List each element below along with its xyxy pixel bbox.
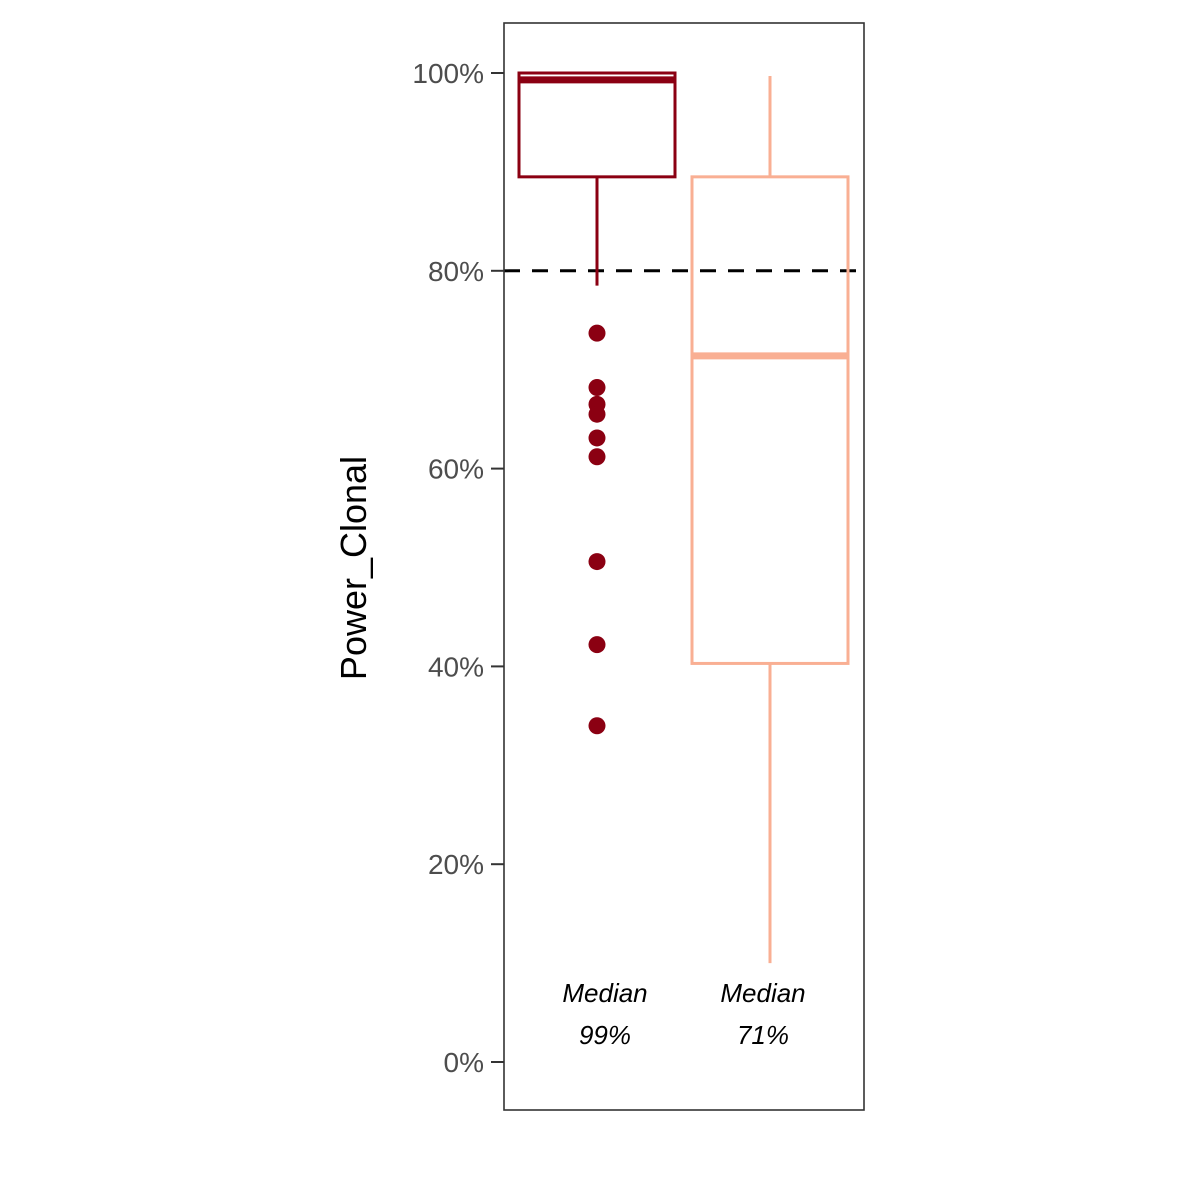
- outlier-point: [588, 379, 606, 397]
- outlier-point: [588, 448, 606, 466]
- median-annotation-value: 71%: [737, 1020, 789, 1050]
- y-tick-label: 80%: [428, 256, 484, 287]
- box-1: [517, 71, 677, 735]
- outlier-point: [588, 717, 606, 735]
- outlier-point: [588, 405, 606, 423]
- outlier-point: [588, 324, 606, 342]
- box-2: [690, 75, 850, 964]
- median-annotation-value: 99%: [579, 1020, 631, 1050]
- median-annotation-label: Median: [720, 978, 805, 1008]
- y-tick-label: 0%: [444, 1047, 484, 1078]
- iqr-box: [517, 71, 677, 179]
- iqr-box: [690, 175, 850, 665]
- y-tick-label: 20%: [428, 849, 484, 880]
- outlier-point: [588, 429, 606, 447]
- boxes-layer: [517, 71, 850, 964]
- annotations-layer: Median 99% Median 71%: [562, 978, 805, 1050]
- y-tick-label: 60%: [428, 454, 484, 485]
- median-annotation-label: Median: [562, 978, 647, 1008]
- y-tick-label: 100%: [412, 58, 484, 89]
- y-axis: 0% 20% 40% 60% 80% 100%: [412, 58, 504, 1078]
- panel-border: [503, 22, 865, 1111]
- y-tick-label: 40%: [428, 651, 484, 682]
- outlier-point: [588, 636, 606, 654]
- y-axis-title: Power_Clonal: [333, 456, 374, 680]
- outlier-point: [588, 553, 606, 571]
